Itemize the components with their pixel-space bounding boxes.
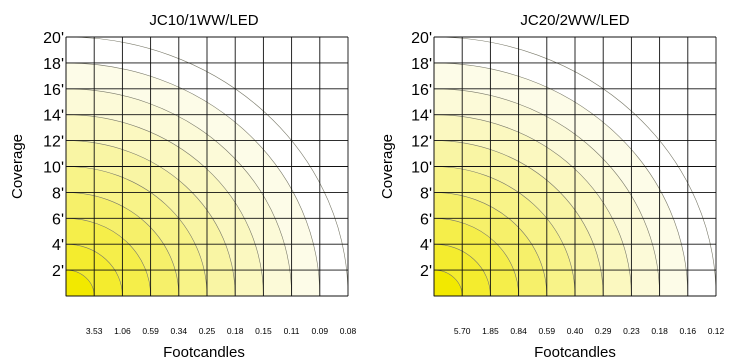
y-tick-label: 18' xyxy=(411,56,432,73)
x-tick-label: 0.16 xyxy=(680,326,697,336)
x-tick-label: 0.08 xyxy=(340,326,357,336)
x-tick-label: 0.84 xyxy=(510,326,527,336)
y-tick-label: 2' xyxy=(420,263,432,280)
x-tick-label: 0.59 xyxy=(539,326,556,336)
y-tick-label: 10' xyxy=(43,160,64,177)
y-tick-label: 18' xyxy=(43,56,64,73)
x-tick-label: 0.12 xyxy=(708,326,725,336)
y-tick-label: 16' xyxy=(411,82,432,99)
y-tick-label: 8' xyxy=(52,185,64,202)
y-tick-label: 12' xyxy=(43,134,64,151)
x-tick-label: 0.11 xyxy=(284,326,300,336)
y-tick-label: 6' xyxy=(420,211,432,228)
x-tick-label: 0.15 xyxy=(255,326,272,336)
x-axis-label: Footcandles xyxy=(534,344,616,360)
chart-title: JC20/2WW/LED xyxy=(520,12,629,29)
y-tick-label: 16' xyxy=(43,82,64,99)
chart-panel-right: JC20/2WW/LED 2' 4' 6' 8' 10' 12' 14' 16' 18' 20' 5.… xyxy=(379,12,725,360)
y-tick-label: 20' xyxy=(43,30,64,47)
y-tick-label: 14' xyxy=(411,108,432,125)
x-axis-label: Footcandles xyxy=(163,344,245,360)
y-tick-label: 8' xyxy=(420,185,432,202)
x-tick-label: 5.70 xyxy=(454,326,471,336)
x-tick-label: 0.25 xyxy=(199,326,216,336)
grid-lines xyxy=(433,36,717,297)
x-tick-label: 0.34 xyxy=(171,326,188,336)
y-tick-label: 4' xyxy=(52,237,64,254)
y-tick-label: 6' xyxy=(52,211,64,228)
y-tick-label: 14' xyxy=(43,108,64,125)
x-tick-label: 1.06 xyxy=(114,326,131,336)
y-tick-label: 10' xyxy=(411,160,432,177)
y-tick-label: 2' xyxy=(52,263,64,280)
grid-lines xyxy=(65,36,349,297)
x-tick-label: 0.09 xyxy=(312,326,329,336)
x-tick-label: 0.18 xyxy=(227,326,244,336)
chart-title: JC10/1WW/LED xyxy=(149,12,258,29)
y-tick-label: 4' xyxy=(420,237,432,254)
x-tick-label: 0.40 xyxy=(567,326,584,336)
y-axis-label: Coverage xyxy=(379,134,396,199)
y-axis-label: Coverage xyxy=(9,134,26,199)
x-tick-label: 0.18 xyxy=(651,326,668,336)
x-tick-label: 3.53 xyxy=(86,326,103,336)
x-tick-label: 0.59 xyxy=(142,326,159,336)
x-tick-label: 0.29 xyxy=(595,326,612,336)
y-tick-label: 12' xyxy=(411,134,432,151)
x-tick-label: 0.23 xyxy=(623,326,640,336)
chart-panel-left: JC10/1WW/LED 2' 4' 6' 8' 10' 12' 14' 16' 18' 20' 3.… xyxy=(9,12,357,360)
x-tick-label: 1.85 xyxy=(482,326,499,336)
y-tick-label: 20' xyxy=(411,30,432,47)
